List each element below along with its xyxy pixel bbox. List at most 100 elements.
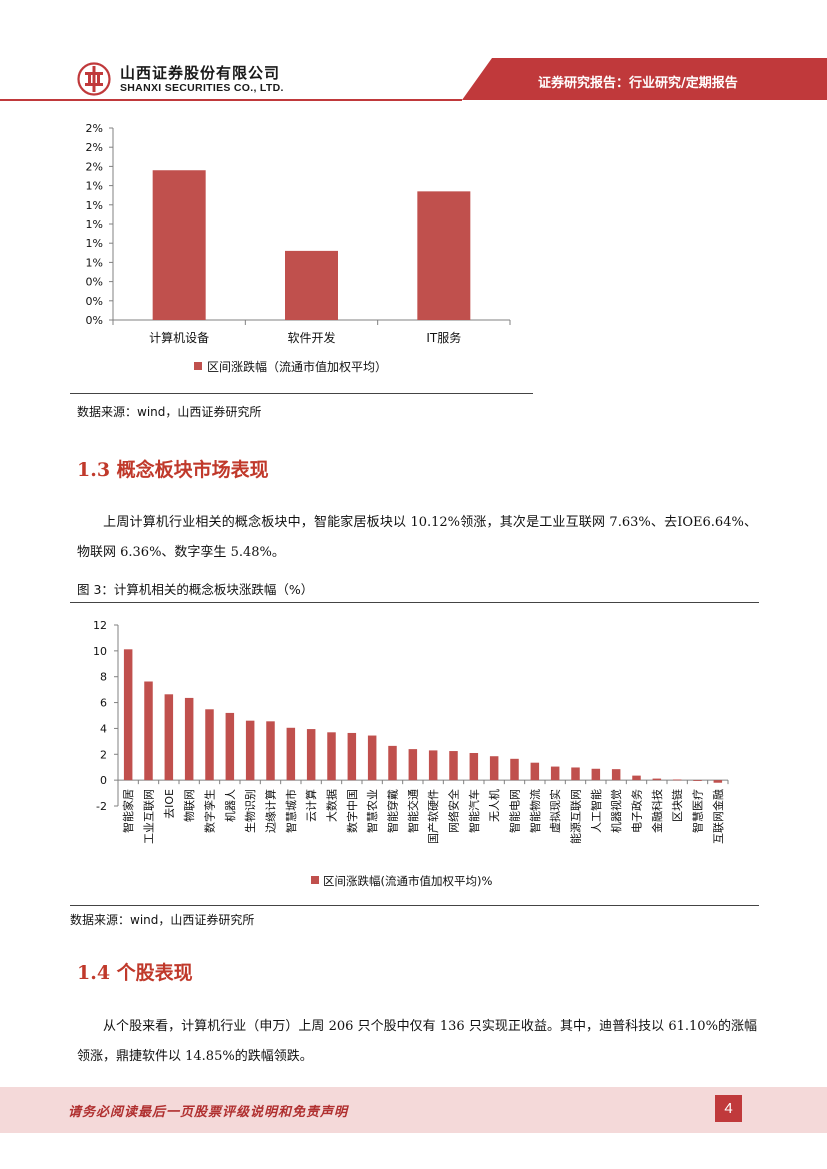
- bar: [327, 732, 336, 781]
- y-tick-label: -2: [96, 800, 107, 813]
- y-tick-label: 0%: [86, 276, 103, 289]
- bar: [693, 780, 702, 781]
- x-tick-label: 云计算: [304, 789, 318, 822]
- divider: [70, 602, 759, 603]
- bar: [144, 681, 153, 781]
- x-tick-label: 互联网金融: [711, 789, 725, 844]
- bar: [205, 709, 214, 781]
- bar: [152, 170, 206, 320]
- x-tick-label: IT服务: [426, 330, 461, 345]
- disclaimer-link[interactable]: 请务必阅读最后一页股票评级说明和免责声明: [68, 1105, 349, 1120]
- x-tick-label: 智慧城市: [284, 789, 298, 833]
- x-tick-label: 软件开发: [287, 330, 335, 345]
- y-tick-label: 2: [100, 748, 107, 761]
- bar: [408, 749, 418, 781]
- company-name-en: SHANXI SECURITIES CO., LTD.: [120, 82, 284, 94]
- x-tick-label: 去IOE: [163, 789, 176, 819]
- legend-swatch: [194, 362, 202, 370]
- report-type: 证券研究报告：行业研究/定期报告: [538, 76, 738, 91]
- bar: [225, 712, 235, 781]
- page-header: 山西证券股份有限公司 SHANXI SECURITIES CO., LTD. 证…: [0, 0, 827, 110]
- bar: [347, 732, 357, 781]
- x-tick-label: 智能家居: [121, 789, 135, 833]
- section-title: 1.3 概念板块市场表现: [77, 459, 269, 481]
- x-tick-label: 智能交通: [406, 789, 420, 833]
- bar: [469, 752, 479, 781]
- y-tick-label: 8: [100, 671, 107, 684]
- bar: [306, 729, 316, 781]
- y-tick-label: 1%: [86, 218, 103, 231]
- paragraph: 从个股来看，计算机行业（申万）上周 206 只个股中仅有 136 只实现正收益。…: [77, 1012, 757, 1072]
- x-tick-label: 国产软硬件: [426, 789, 440, 844]
- bar: [632, 775, 641, 781]
- x-tick-label: 数字孪生: [203, 789, 217, 833]
- bar: [367, 735, 377, 781]
- x-tick-label: 数字中国: [345, 789, 359, 833]
- x-tick-label: 生物识别: [243, 789, 257, 833]
- y-tick-label: 1%: [86, 256, 103, 269]
- y-tick-label: 0%: [86, 314, 103, 327]
- y-tick-label: 10: [93, 645, 107, 658]
- concept-chart-svg: -2 0 2 4 6 8 10 12 智能家居 工业互联网 去IOE 物联网 数字孪生 机器人 生物识别 边缘…: [93, 619, 729, 888]
- x-tick-label: 能源互联网: [569, 789, 583, 844]
- bar: [591, 768, 601, 781]
- x-tick-label: 智能汽车: [467, 789, 481, 833]
- x-tick-label: 物联网: [182, 789, 196, 822]
- industry-chart-svg: 0% 0% 0% 1% 1% 1% 1% 1% 2% 2% 2% 计算机设备 软件开发 IT服务区间涨跌幅…: [86, 122, 511, 374]
- bar: [184, 697, 194, 781]
- y-tick-label: 0%: [86, 295, 103, 308]
- legend-swatch: [311, 876, 319, 884]
- section-title: 1.4 个股表现: [77, 962, 193, 984]
- y-tick-label: 4: [100, 722, 107, 735]
- paragraph-text: 从个股来看，计算机行业（申万）上周 206 只个股中仅有 136 只实现正收益。…: [77, 1019, 757, 1064]
- x-tick-label: 智慧农业: [365, 789, 379, 833]
- bar: [123, 649, 133, 781]
- concept-chart: -2 0 2 4 6 8 10 12 智能家居 工业互联网 去IOE 物联网 数字孪生 机器人 生物识别 边缘…: [70, 608, 760, 902]
- company-logo: [77, 62, 111, 96]
- header-band: [0, 58, 827, 101]
- bar: [571, 767, 580, 781]
- bar: [245, 720, 255, 781]
- legend-label: 区间涨跌幅(流通市值加权平均)%: [323, 874, 492, 888]
- bar: [672, 779, 682, 781]
- company-name-cn: 山西证券股份有限公司: [120, 64, 281, 82]
- data-source: 数据来源：wind，山西证券研究所: [70, 913, 255, 927]
- bar: [550, 766, 560, 781]
- x-tick-label: 计算机设备: [149, 330, 209, 345]
- bar: [489, 756, 499, 781]
- x-tick-label: 大数据: [325, 789, 339, 822]
- bar: [286, 727, 296, 781]
- y-tick-label: 1%: [86, 180, 103, 193]
- y-tick-label: 6: [100, 697, 107, 710]
- bar: [417, 191, 471, 320]
- x-tick-label: 智慧医疗: [691, 789, 705, 833]
- bar: [266, 721, 275, 781]
- bar: [285, 250, 338, 320]
- divider: [70, 393, 533, 394]
- y-tick-label: 1%: [86, 199, 103, 212]
- x-tick-label: 智能穿戴: [386, 789, 400, 833]
- x-tick-label: 网络安全: [447, 789, 461, 833]
- divider: [70, 905, 759, 906]
- bar: [428, 750, 438, 781]
- bar: [530, 762, 540, 781]
- bar: [652, 778, 662, 781]
- y-tick-label: 2%: [86, 122, 103, 135]
- x-tick-label: 人工智能: [589, 789, 603, 833]
- bar: [449, 751, 458, 781]
- figure-caption: 图 3：计算机相关的概念板块涨跌幅（%）: [77, 582, 314, 597]
- x-tick-label: 工业互联网: [143, 789, 156, 844]
- x-tick-label: 机器视觉: [609, 789, 623, 833]
- y-tick-label: 0: [100, 774, 107, 787]
- x-tick-label: 金融科技: [650, 789, 664, 833]
- page-number: 4: [715, 1095, 742, 1122]
- bar: [510, 758, 519, 781]
- y-tick-label: 1%: [86, 237, 103, 250]
- x-tick-label: 电子政务: [630, 789, 644, 833]
- x-tick-label: 机器人: [223, 789, 237, 822]
- data-source: 数据来源：wind，山西证券研究所: [77, 405, 262, 419]
- paragraph: 上周计算机行业相关的概念板块中，智能家居板块以 10.12%领涨，其次是工业互联…: [77, 508, 757, 568]
- x-tick-label: 区块链: [670, 789, 684, 822]
- footer-band: [0, 1087, 827, 1133]
- x-tick-label: 智能电网: [508, 789, 522, 833]
